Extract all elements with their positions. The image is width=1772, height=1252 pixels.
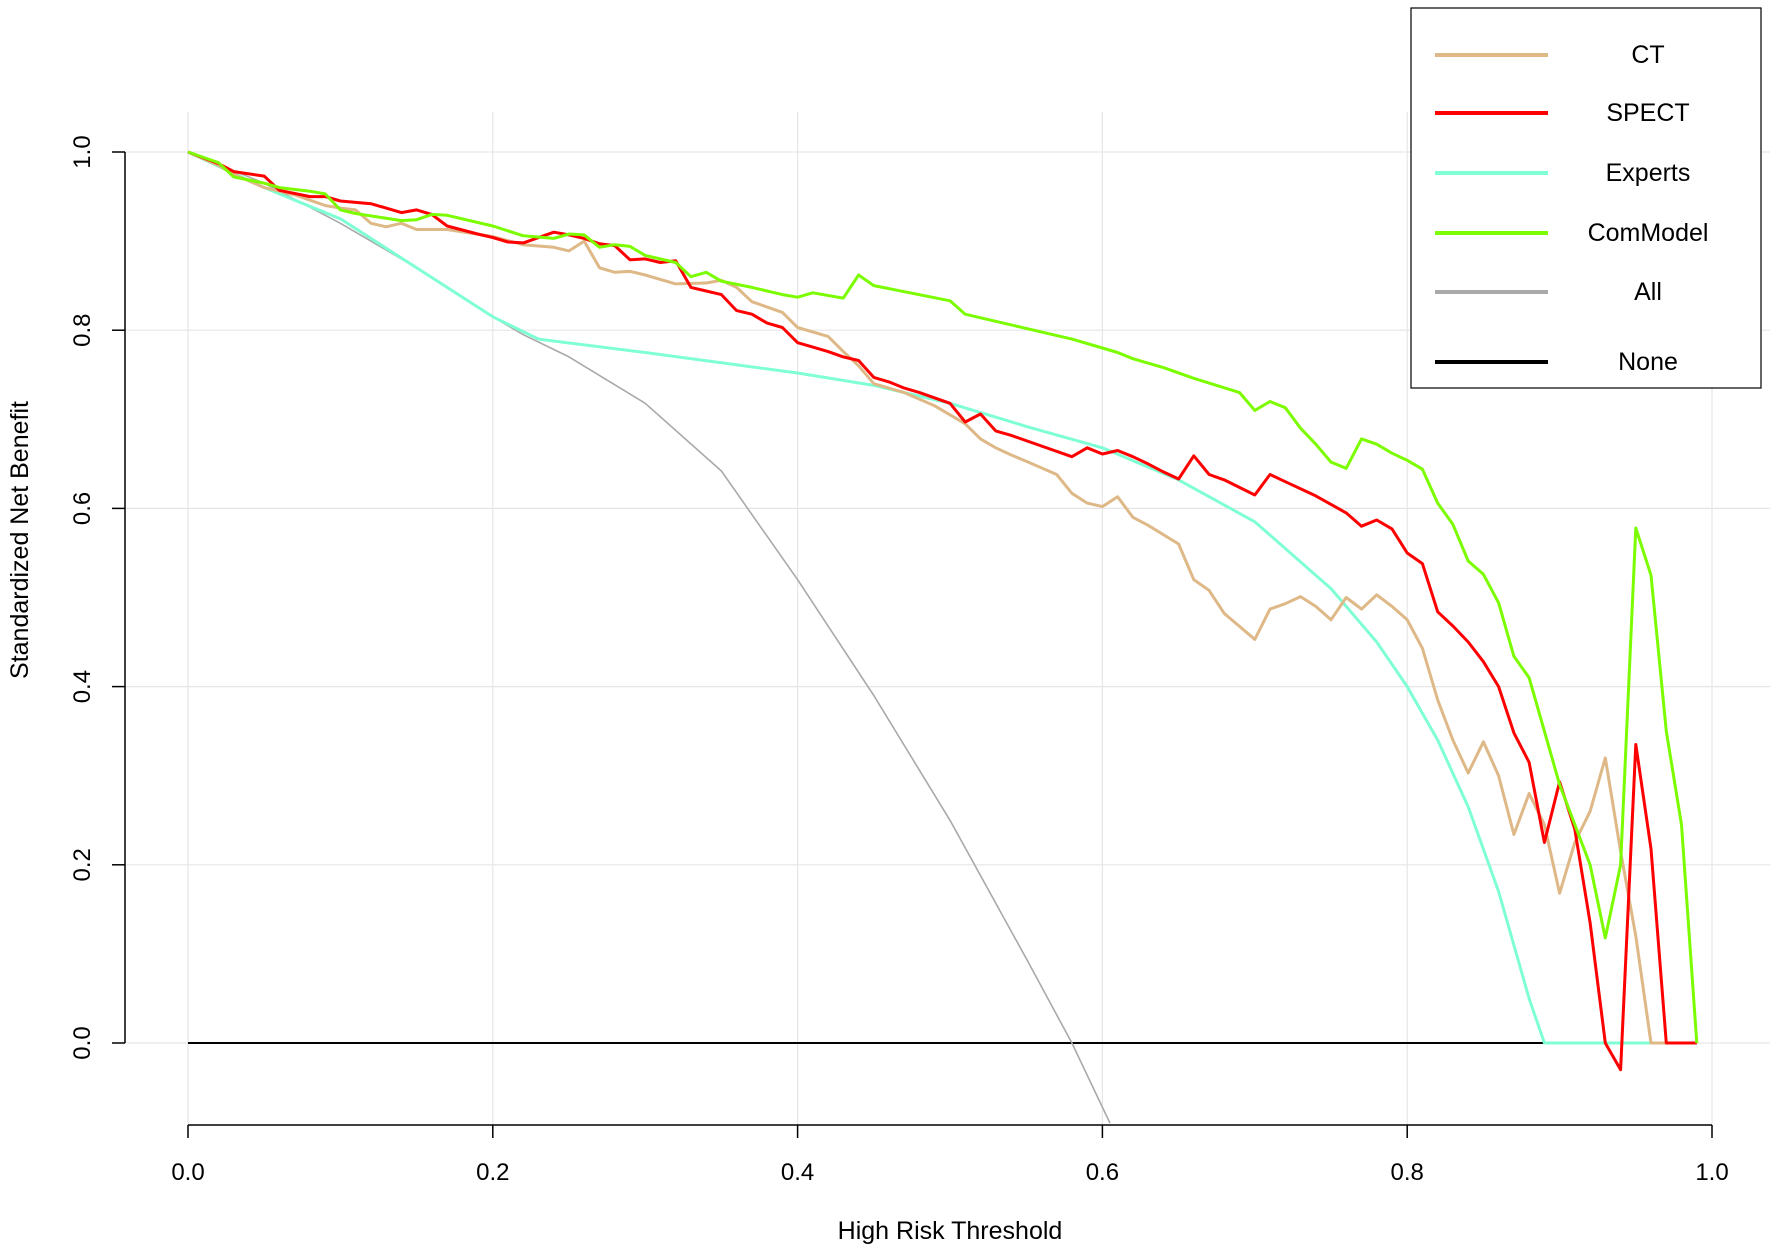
y-tick-label: 0.4 [69,670,96,703]
legend-box [1410,7,1762,389]
legend-label-ct: CT [1631,41,1664,69]
x-tick-label: 0.6 [1086,1159,1119,1186]
x-tick-label: 1.0 [1695,1159,1728,1186]
x-axis-title: High Risk Threshold [838,1217,1063,1245]
x-tick-label: 0.2 [476,1159,509,1186]
y-axis-ticks: 0.0 0.2 0.4 0.6 0.8 1.0 [69,135,125,1060]
y-axis-title: Standardized Net Benefit [6,401,34,679]
series-line-spect [187,150,1697,1072]
legend-label-none: None [1618,348,1678,376]
legend-items: CT SPECT Experts ComModel All None [1435,41,1708,376]
legend-label-all: All [1634,278,1662,306]
legend-label-spect: SPECT [1606,99,1689,127]
y-tick-label: 1.0 [69,135,96,168]
y-tick-label: 0.8 [69,314,96,347]
series-lines [187,150,1699,1124]
series-line-all [187,151,1111,1124]
legend-label-experts: Experts [1606,159,1691,187]
y-tick-label: 0.2 [69,848,96,881]
axes: 0.0 0.2 0.4 0.6 0.8 1.0 0.0 0.2 0.4 0.6 0.8 1.0 [69,135,1729,1186]
series-line-experts [187,150,1697,1045]
x-tick-label: 0.8 [1391,1159,1424,1186]
legend: CT SPECT Experts ComModel All None [1410,7,1762,389]
x-tick-label: 0.0 [171,1159,204,1186]
y-tick-label: 0.0 [69,1026,96,1059]
x-axis-ticks: 0.0 0.2 0.4 0.6 0.8 1.0 [171,1125,1729,1186]
legend-label-commodel: ComModel [1588,219,1709,247]
x-tick-label: 0.4 [781,1159,814,1186]
y-tick-label: 0.6 [69,492,96,525]
series-line-commodel [187,150,1699,1044]
